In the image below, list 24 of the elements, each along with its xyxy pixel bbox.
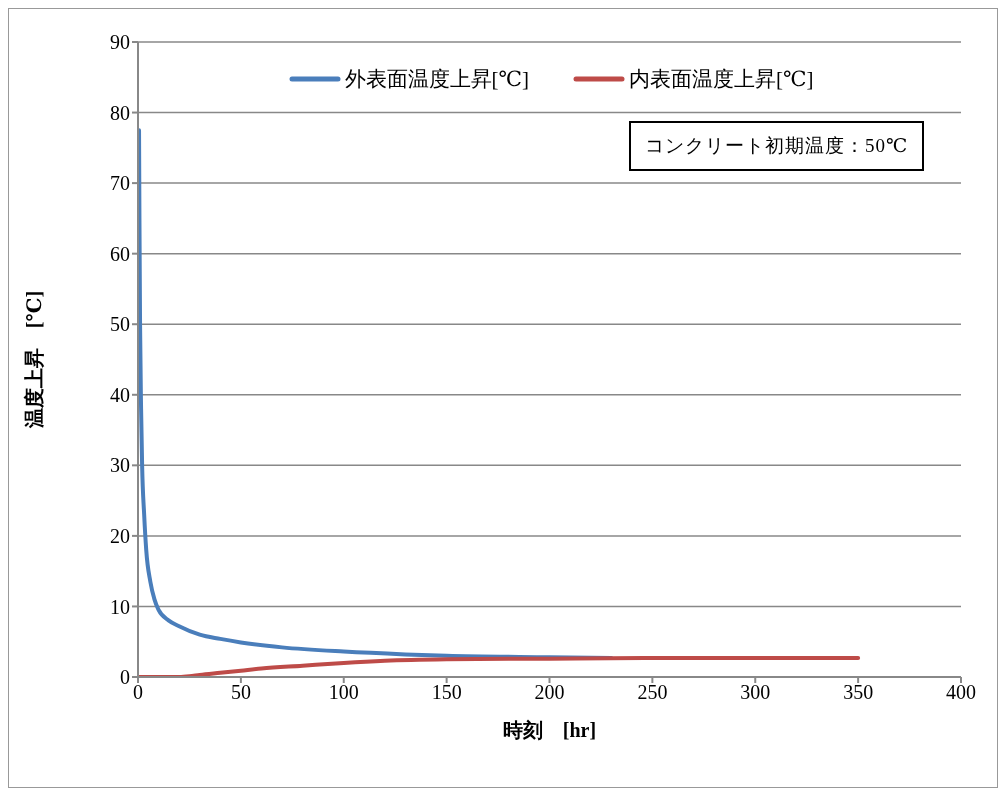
x-tick-label: 150	[431, 681, 462, 704]
y-tick-label: 20	[110, 524, 130, 547]
y-tick-label: 0	[120, 666, 130, 689]
x-tick-label: 300	[740, 681, 771, 704]
x-tick-label: 100	[328, 681, 359, 704]
annotation: コンクリート初期温度：50℃	[629, 121, 925, 171]
y-axis-title: 温度上昇 [℃]	[23, 290, 46, 430]
legend-label: 外表面温度上昇[℃]	[344, 66, 529, 93]
y-tick-label: 70	[110, 172, 130, 195]
x-tick-label: 200	[534, 681, 565, 704]
line-series	[138, 655, 861, 677]
legend-label: 内表面温度上昇[℃]	[629, 66, 814, 93]
y-tick-label: 40	[110, 383, 130, 406]
y-tick-label: 30	[110, 454, 130, 477]
x-tick-label: 400	[946, 681, 976, 704]
x-tick-label: 250	[637, 681, 668, 704]
y-tick-label: 90	[110, 31, 130, 54]
y-tick-label: 60	[110, 242, 130, 265]
x-tick-label: 350	[843, 681, 874, 704]
x-axis-title: 時刻 [hr]	[502, 719, 597, 741]
x-tick-label: 50	[230, 681, 251, 704]
y-tick-label: 10	[110, 595, 130, 618]
y-tick-label: 50	[110, 313, 130, 336]
y-tick-label: 80	[110, 101, 130, 124]
